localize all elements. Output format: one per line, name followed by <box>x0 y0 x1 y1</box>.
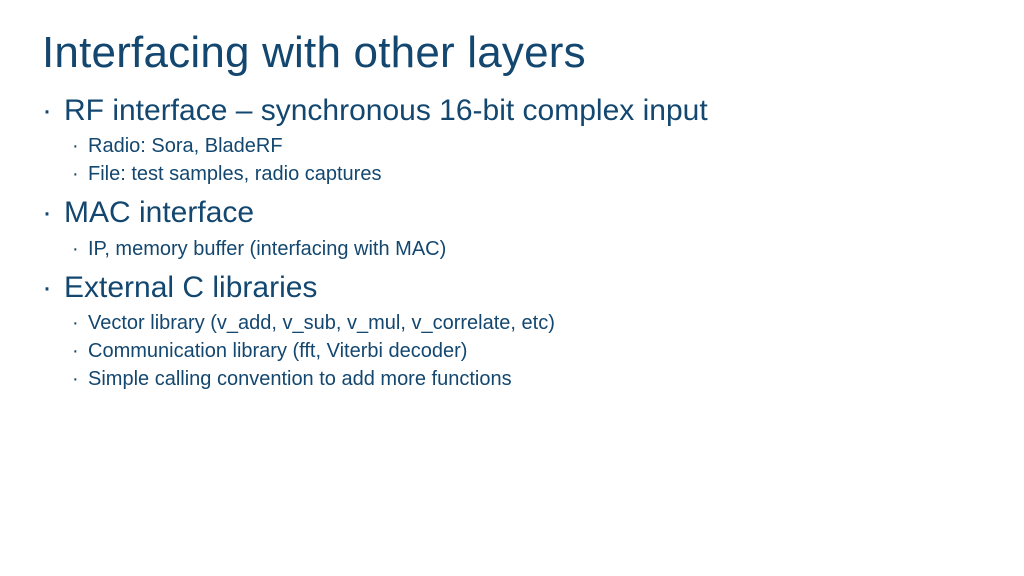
bullet-list-level2: · Radio: Sora, BladeRF · File: test samp… <box>42 133 982 188</box>
bullet-list-level2: · IP, memory buffer (interfacing with MA… <box>42 236 982 263</box>
list-item: · External C libraries · Vector library … <box>42 269 982 393</box>
bullet-dot-icon: · <box>72 313 88 333</box>
bullet-list-level2: · Vector library (v_add, v_sub, v_mul, v… <box>42 310 982 393</box>
list-item: · RF interface – synchronous 16-bit comp… <box>42 92 982 188</box>
bullet-dot-icon: · <box>72 341 88 361</box>
list-item: · File: test samples, radio captures <box>72 161 982 188</box>
list-item: · Simple calling convention to add more … <box>72 366 982 393</box>
level2-label: Vector library (v_add, v_sub, v_mul, v_c… <box>88 310 555 337</box>
level1-row: · MAC interface <box>42 194 982 232</box>
bullet-dot-icon: · <box>72 239 88 259</box>
bullet-dot-icon: · <box>42 198 64 228</box>
level2-label: Radio: Sora, BladeRF <box>88 133 283 160</box>
list-item: · Vector library (v_add, v_sub, v_mul, v… <box>72 310 982 337</box>
bullet-dot-icon: · <box>72 136 88 156</box>
bullet-dot-icon: · <box>72 369 88 389</box>
bullet-dot-icon: · <box>72 164 88 184</box>
level2-label: IP, memory buffer (interfacing with MAC) <box>88 236 446 263</box>
level1-label: RF interface – synchronous 16-bit comple… <box>64 92 708 130</box>
list-item: · IP, memory buffer (interfacing with MA… <box>72 236 982 263</box>
list-item: · MAC interface · IP, memory buffer (int… <box>42 194 982 262</box>
list-item: · Radio: Sora, BladeRF <box>72 133 982 160</box>
slide-title: Interfacing with other layers <box>42 28 982 78</box>
list-item: · Communication library (fft, Viterbi de… <box>72 338 982 365</box>
level1-row: · RF interface – synchronous 16-bit comp… <box>42 92 982 130</box>
bullet-dot-icon: · <box>42 96 64 126</box>
level1-label: External C libraries <box>64 269 317 307</box>
bullet-dot-icon: · <box>42 273 64 303</box>
level2-label: Simple calling convention to add more fu… <box>88 366 512 393</box>
level2-label: File: test samples, radio captures <box>88 161 381 188</box>
level1-row: · External C libraries <box>42 269 982 307</box>
slide-container: Interfacing with other layers · RF inter… <box>0 0 1024 576</box>
bullet-list-level1: · RF interface – synchronous 16-bit comp… <box>42 92 982 393</box>
level1-label: MAC interface <box>64 194 254 232</box>
level2-label: Communication library (fft, Viterbi deco… <box>88 338 467 365</box>
